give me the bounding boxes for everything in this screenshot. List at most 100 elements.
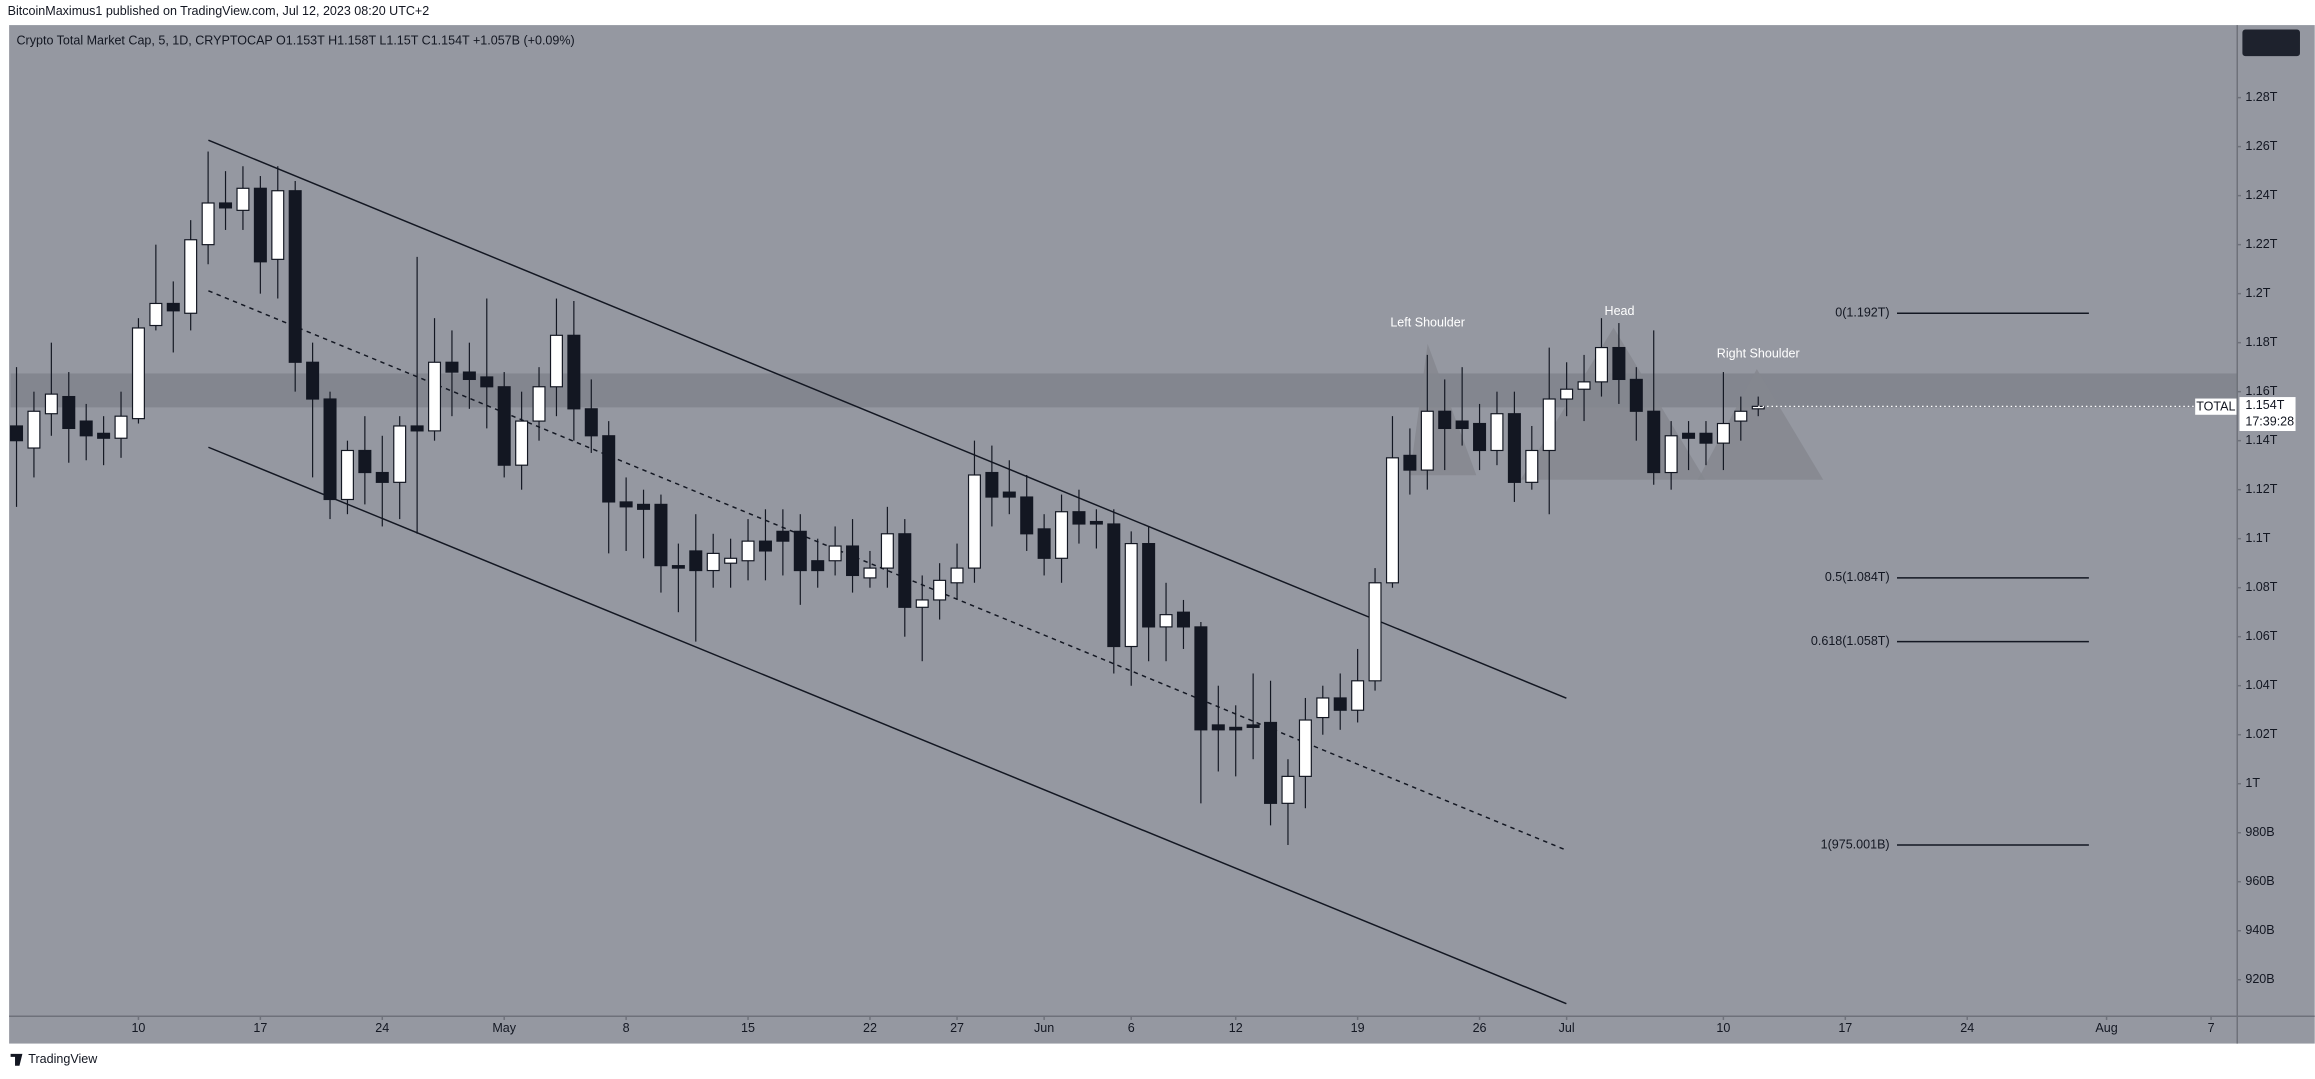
x-tick-label: 10	[1716, 1021, 1730, 1035]
candle-body	[1281, 775, 1295, 804]
candle-body	[1682, 432, 1696, 439]
candle-body	[898, 533, 912, 608]
candle-body	[846, 545, 860, 577]
y-tick-label: 1.24T	[2245, 188, 2277, 202]
candle-body	[27, 410, 41, 449]
candle-body	[1020, 496, 1034, 535]
candle-body	[114, 415, 128, 439]
candle-body	[1473, 422, 1487, 452]
candle-body	[1542, 398, 1556, 452]
candle-body	[201, 202, 215, 246]
x-tick-label: 17	[1838, 1021, 1852, 1035]
x-tick-label: 15	[741, 1021, 755, 1035]
candle-body	[1194, 626, 1208, 731]
channel-mid-line	[208, 290, 1567, 851]
candle-body	[79, 420, 93, 437]
resistance-zone	[10, 373, 2237, 408]
candle-body	[393, 425, 407, 483]
candle-body	[915, 599, 929, 608]
candle-body	[1664, 435, 1678, 474]
y-tick-label: 960B	[2245, 874, 2274, 888]
candle-body	[671, 565, 685, 569]
candle-body	[1142, 543, 1156, 628]
candle-body	[62, 395, 76, 430]
fib-label: 0.618(1.058T)	[1811, 634, 1890, 648]
candle-body	[1351, 680, 1365, 711]
candle-body	[97, 432, 111, 439]
y-tick-label: 920B	[2245, 972, 2274, 986]
candle-body	[445, 361, 459, 373]
y-tick-label: 1.28T	[2245, 90, 2277, 104]
symbol-tag	[2195, 398, 2237, 415]
fib-label: 0.5(1.084T)	[1825, 570, 1890, 584]
annotation: Head	[1605, 304, 1635, 318]
y-tick-label: 1.06T	[2245, 629, 2277, 643]
candle-body	[1699, 432, 1713, 444]
channel-upper-line	[208, 139, 1567, 699]
candle-body	[288, 190, 302, 363]
x-tick-label: Aug	[2095, 1021, 2117, 1035]
x-tick-label: 22	[863, 1021, 877, 1035]
candle-body	[1107, 523, 1121, 648]
y-tick-label: 1.12T	[2245, 482, 2277, 496]
x-tick-label: 19	[1351, 1021, 1365, 1035]
candle-body	[497, 386, 511, 466]
candle-body	[340, 449, 354, 501]
candle-body	[741, 540, 755, 562]
candle-body	[1264, 721, 1278, 804]
candle-body	[1368, 582, 1382, 682]
right-shoulder-shape	[1697, 369, 1824, 480]
candle-body	[1612, 346, 1626, 381]
x-tick-label: 6	[1128, 1021, 1135, 1035]
annotation: Right Shoulder	[1717, 347, 1800, 361]
fib-label: 1(975.001B)	[1821, 837, 1890, 851]
x-tick-label: 8	[623, 1021, 630, 1035]
candle-body	[863, 567, 877, 579]
candle-body	[1333, 697, 1347, 711]
candle-body	[1002, 491, 1016, 498]
candle-body	[1438, 410, 1452, 430]
candle-body	[1229, 726, 1243, 731]
x-tick-label: 12	[1229, 1021, 1243, 1035]
y-tick-label: 1.02T	[2245, 727, 2277, 741]
y-tick-label: 1.2T	[2245, 286, 2270, 300]
candle-body	[166, 302, 180, 312]
candle-body	[933, 579, 947, 601]
candle-body	[515, 420, 529, 466]
y-tick-label: 1.16T	[2245, 384, 2277, 398]
candle-body	[1716, 422, 1730, 444]
candle-body	[758, 540, 772, 552]
countdown: 17:39:28	[2245, 414, 2294, 428]
candle-body	[1246, 724, 1260, 728]
candle-body	[1385, 457, 1399, 584]
candle-body	[549, 334, 563, 388]
annotation: Left Shoulder	[1390, 316, 1465, 330]
y-tick-label: 1.18T	[2245, 335, 2277, 349]
x-tick-label: 27	[950, 1021, 964, 1035]
candle-body	[1490, 413, 1504, 452]
candle-body	[149, 302, 163, 327]
x-tick-label: 7	[2208, 1021, 2215, 1035]
candle-body	[410, 425, 424, 432]
candle-body	[776, 530, 790, 542]
candle-body	[654, 503, 668, 567]
candle-body	[1647, 410, 1661, 474]
chart-background	[9, 25, 2315, 1044]
toolbar-button[interactable]	[2242, 29, 2300, 57]
candle-body	[323, 398, 337, 501]
candle-body	[236, 187, 250, 211]
candle-body	[184, 239, 198, 314]
publisher-text: BitcoinMaximus1 published on TradingView…	[8, 4, 430, 18]
x-tick-label: Jul	[1559, 1021, 1575, 1035]
candle-body	[1629, 378, 1643, 412]
channel-lower-line	[208, 446, 1567, 1005]
candle-body	[44, 393, 58, 415]
y-tick-label: 1.08T	[2245, 580, 2277, 594]
candle-body	[428, 361, 442, 432]
y-tick-label: 1.04T	[2245, 678, 2277, 692]
candle-body	[1525, 449, 1539, 483]
candle-body	[1072, 511, 1086, 525]
x-tick-label: 26	[1473, 1021, 1487, 1035]
candle-body	[689, 550, 703, 572]
